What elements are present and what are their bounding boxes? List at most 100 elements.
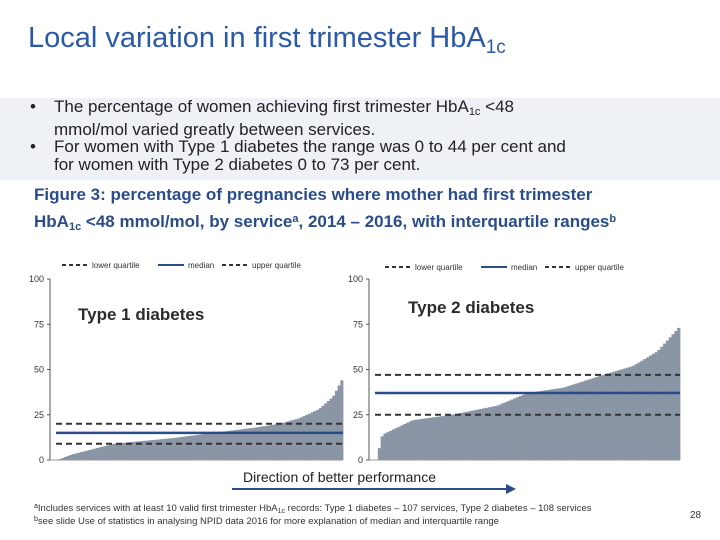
service-bar (541, 390, 545, 460)
service-bar (606, 373, 610, 460)
service-bar (386, 432, 390, 460)
service-bar (275, 424, 280, 460)
service-bar (211, 432, 215, 460)
service-bar (493, 406, 497, 460)
service-bar (292, 419, 296, 460)
service-bar (651, 353, 655, 460)
service-bar (550, 389, 554, 460)
service-bar (581, 381, 585, 460)
footnote-text: Includes services with at least 10 valid… (37, 503, 278, 514)
bullet-box: • The percentage of women achieving firs… (0, 98, 720, 180)
service-bar (133, 441, 137, 460)
service-bar (479, 408, 483, 460)
service-bar (58, 458, 62, 460)
service-bar (216, 432, 221, 460)
service-bar (147, 440, 151, 460)
service-bar (620, 369, 624, 460)
service-bar (586, 379, 591, 460)
service-bar (104, 445, 108, 460)
service-bar (403, 424, 407, 460)
service-bar (674, 331, 678, 460)
service-bar (233, 430, 237, 460)
service-bar (219, 431, 223, 460)
service-bar (428, 417, 432, 460)
service-bar (569, 385, 574, 460)
service-bar (262, 426, 266, 460)
service-bar (310, 412, 314, 460)
service-bar (411, 420, 415, 460)
service-bar (294, 419, 298, 460)
service-bar (203, 433, 207, 460)
legend-median-label: median (511, 263, 537, 272)
service-bar (283, 422, 288, 460)
service-bar (88, 449, 92, 460)
service-bar (538, 391, 543, 460)
service-bar (329, 398, 333, 460)
figure-caption: Figure 3: percentage of pregnancies wher… (34, 183, 704, 239)
service-bar (243, 428, 247, 460)
footnote-a: aIncludes services with at least 10 vali… (34, 503, 694, 515)
service-bar (423, 418, 427, 460)
service-bar (96, 447, 100, 460)
footnote-text: records: Type 1 diabetes – 107 services,… (285, 503, 592, 514)
service-bar (176, 437, 180, 460)
service-bar (377, 448, 382, 460)
chart-title: Type 2 diabetes (408, 298, 534, 317)
service-bar (64, 456, 68, 460)
service-bar (182, 436, 186, 460)
service-bar (139, 441, 143, 460)
service-bar (663, 343, 667, 460)
service-bar (437, 416, 441, 460)
service-bar (98, 447, 102, 460)
service-bar (471, 410, 475, 460)
service-bar (468, 411, 472, 460)
service-bar (115, 443, 119, 460)
service-bar (665, 340, 670, 460)
service-bar (400, 425, 404, 460)
service-bar (131, 441, 135, 460)
service-bar (171, 438, 175, 460)
service-bar (112, 443, 116, 460)
service-bar (125, 442, 129, 460)
service-bar (82, 451, 86, 460)
service-bar (300, 417, 304, 460)
service-bar (187, 436, 191, 460)
y-tick-label: 50 (353, 365, 363, 375)
service-bar (168, 438, 172, 460)
service-bar (198, 434, 202, 460)
caption-subscript: 1c (68, 221, 82, 233)
service-bar (454, 414, 458, 460)
service-bar (668, 337, 672, 460)
service-bar (451, 414, 455, 460)
service-bar (490, 406, 495, 460)
service-bar (547, 389, 551, 460)
service-bar (326, 401, 330, 460)
caption-line: HbA (34, 212, 69, 231)
y-tick-label: 0 (39, 455, 44, 465)
service-bar (646, 357, 650, 460)
service-bar (200, 434, 204, 460)
service-bar (445, 415, 449, 460)
service-bar (533, 391, 537, 460)
service-bar (90, 449, 94, 460)
y-tick-label: 75 (34, 319, 44, 329)
service-bar (302, 416, 306, 460)
bullet-line-tail: <48 (480, 97, 514, 116)
legend-upper-label: upper quartile (575, 263, 624, 272)
service-bar (507, 400, 511, 460)
service-bar (544, 390, 548, 460)
service-bar (297, 418, 301, 460)
service-bar (657, 349, 661, 460)
service-bar (136, 441, 140, 460)
service-bar (558, 388, 562, 460)
service-bar (496, 405, 500, 460)
service-bar (629, 366, 633, 460)
service-bar (227, 430, 231, 460)
service-bar (600, 375, 605, 460)
service-bar (516, 397, 520, 460)
service-bar (77, 452, 81, 460)
service-bar (144, 440, 148, 460)
service-bar (190, 435, 194, 460)
service-bar (128, 442, 132, 460)
bullet-subscript: 1c (468, 106, 481, 118)
